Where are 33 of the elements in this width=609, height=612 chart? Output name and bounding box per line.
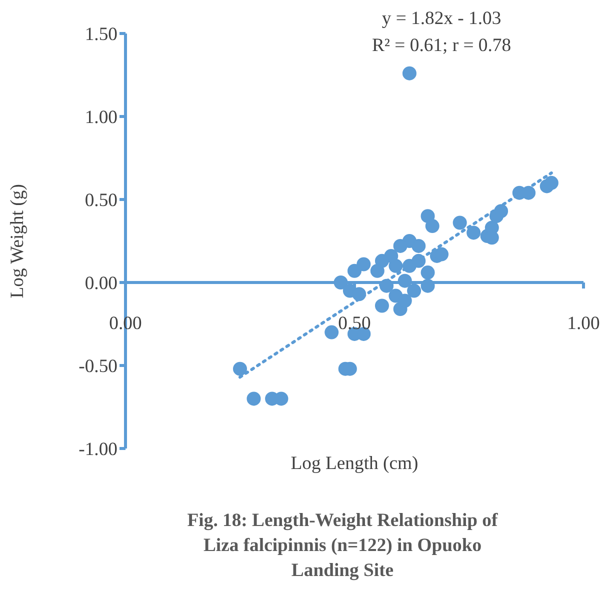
point: [425, 219, 440, 234]
annotation: R² = 0.61; r = 0.78: [372, 35, 512, 56]
point: [334, 276, 348, 290]
point: [233, 362, 247, 376]
point: [356, 257, 371, 272]
point: [407, 284, 422, 298]
y-tick-label: 1.00: [84, 107, 118, 128]
y-tick-label: 0.50: [84, 190, 118, 211]
text: y = 1.82x - 1.03: [382, 8, 502, 29]
point: [452, 216, 467, 230]
point: [398, 294, 412, 308]
point: [466, 226, 481, 240]
point: [402, 66, 416, 80]
point: [348, 264, 362, 278]
y-tick-label: -1.00: [78, 439, 118, 460]
point: [544, 176, 558, 190]
x-axis-title: Log Length (cm): [290, 453, 418, 474]
point: [393, 238, 408, 253]
y-tick-label: -0.50: [78, 356, 118, 377]
y-axis-title: Log Weight (g): [7, 184, 28, 298]
point: [246, 392, 261, 406]
y-tick-label: 0.00: [84, 273, 118, 294]
point: [420, 266, 435, 280]
point: [324, 325, 339, 340]
point: [412, 238, 426, 253]
point: [374, 254, 389, 268]
x-tick-label: 1.00: [567, 313, 600, 334]
x-tick-label: 0.50: [338, 313, 371, 334]
point: [374, 298, 389, 313]
y-tick-label: 1.50: [84, 24, 118, 45]
point: [420, 278, 435, 293]
point: [398, 274, 412, 288]
text: Fig. 18: Length-Weight Relationship of Liza falcipinnis (n=122) in Opuoko Landing Site: [187, 510, 499, 581]
